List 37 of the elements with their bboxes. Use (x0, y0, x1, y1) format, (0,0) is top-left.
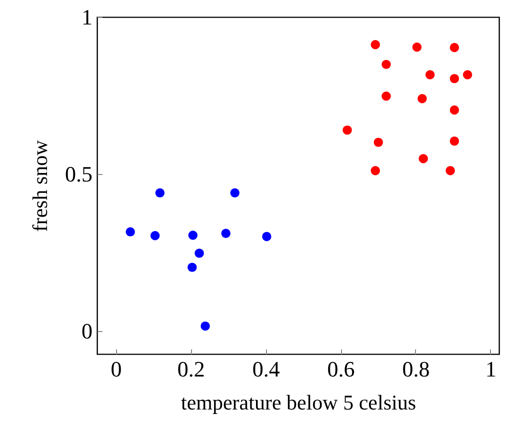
point (382, 92, 391, 101)
point (126, 227, 135, 236)
point (155, 188, 165, 198)
x-tick-label: 0.8 (402, 356, 430, 382)
point (446, 166, 455, 176)
point (188, 262, 197, 272)
x-axis-title: temperature below 5 celsius (181, 390, 416, 414)
point (188, 230, 198, 240)
point (150, 230, 160, 240)
point (382, 60, 391, 70)
point (262, 232, 272, 242)
point (370, 40, 380, 50)
point (418, 154, 428, 164)
point (342, 125, 352, 135)
y-tick-label: 0.5 (65, 162, 92, 187)
y-axis-title: fresh snow (28, 139, 52, 232)
x-tick-label: 0.2 (177, 356, 205, 382)
point (450, 42, 460, 52)
x-tick-label: 0 (110, 356, 122, 382)
point (194, 248, 204, 258)
point (200, 321, 210, 331)
point (374, 138, 383, 147)
x-tick-label: 0.6 (327, 356, 355, 382)
point (425, 70, 435, 80)
x-tick-label: 1 (485, 356, 496, 382)
y-tick-label: 0 (82, 318, 92, 344)
point (221, 228, 230, 238)
point (412, 42, 422, 52)
point (370, 166, 380, 176)
point (462, 70, 472, 80)
point (450, 105, 460, 115)
point (230, 188, 240, 198)
x-tick-label: 0.4 (252, 356, 280, 382)
point (418, 94, 427, 104)
y-tick-label: 1 (82, 4, 92, 30)
point (450, 136, 460, 146)
point (450, 74, 460, 84)
